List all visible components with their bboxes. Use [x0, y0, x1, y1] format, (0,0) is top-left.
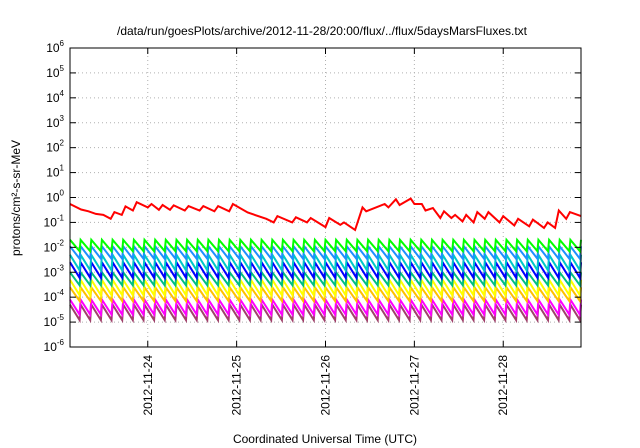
y-axis-label: protons/cm²-s-sr-MeV — [9, 140, 23, 256]
series-layer — [69, 197, 582, 324]
y-tick-label: 10-1 — [44, 213, 65, 229]
x-tick-label: 2012-11-25 — [230, 355, 244, 416]
y-tick-labels: 10-6 10-5 10-4 10-3 10-2 10-1 100 101 102 103 104 1… — [44, 39, 65, 354]
y-tick-label: 10-3 — [44, 263, 65, 279]
x-tick-labels: 2012-11-24 2012-11-25 2012-11-26 2012-11-27… — [141, 355, 510, 416]
y-tick-label: 105 — [46, 64, 64, 80]
y-tick-label: 102 — [46, 139, 64, 155]
series-line — [69, 237, 582, 254]
x-axis-label: Coordinated Universal Time (UTC) — [233, 432, 417, 446]
y-tick-label: 103 — [46, 114, 64, 130]
y-tick-label: 104 — [46, 89, 64, 105]
y-tick-label: 10-5 — [44, 313, 65, 329]
y-tick-label: 106 — [46, 39, 64, 55]
y-tick-label: 10-2 — [44, 238, 65, 254]
y-tick-label: 101 — [46, 164, 64, 180]
y-tick-label: 10-6 — [44, 338, 65, 354]
x-tick-label: 2012-11-27 — [407, 355, 421, 416]
series-line — [69, 197, 582, 232]
x-tick-label: 2012-11-28 — [496, 355, 510, 416]
chart-title: /data/run/goesPlots/archive/2012-11-28/2… — [117, 24, 528, 38]
y-tick-label: 100 — [46, 189, 64, 205]
tick-marks — [70, 47, 581, 348]
x-tick-label: 2012-11-24 — [141, 355, 155, 416]
x-tick-label: 2012-11-26 — [319, 355, 333, 416]
y-tick-label: 10-4 — [44, 288, 65, 304]
